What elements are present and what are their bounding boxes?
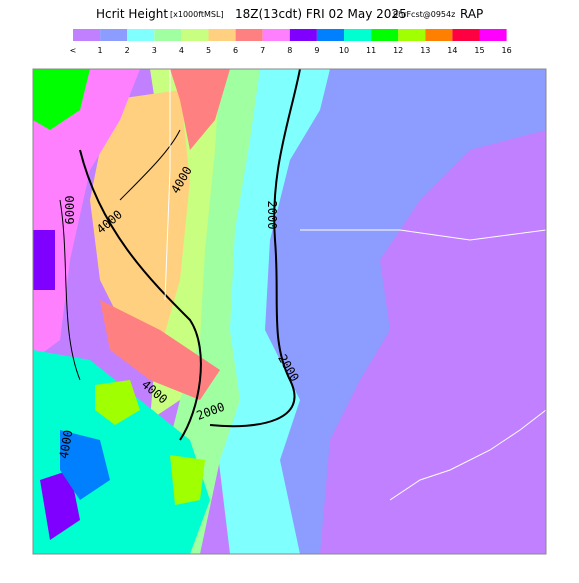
legend-label: 14 [447,46,457,55]
contour-label: 4000 [57,429,76,460]
title-units: [x1000ftMSL] [170,10,224,19]
state-border [164,69,546,301]
legend-label: 11 [366,46,376,55]
legend-swatch [479,29,507,41]
coastline [389,409,546,501]
legend-swatch [73,29,101,41]
legend-label: 13 [420,46,430,55]
legend-label: 16 [502,46,512,55]
legend-label: 5 [206,46,211,55]
field-region [95,380,205,505]
field-region [60,430,110,500]
map-frame [32,68,547,555]
contour-label: 6000 [63,196,77,225]
legend: <1 2 3 4 5 6 7 8 9 10 11 12 13 14 15 16 [70,29,512,55]
field-region [90,90,190,350]
title-model: RAP [460,7,483,21]
title-fcst: 9hrFcst@0954z [393,10,455,19]
legend-swatch [425,29,453,41]
legend-label: 7 [260,46,265,55]
legend-label: 1 [98,46,103,55]
legend-label: < [70,46,77,55]
field-region [240,69,546,554]
legend-swatch [398,29,426,41]
legend-swatch [100,29,128,41]
contour-label: 2000 [265,201,279,230]
legend-swatch [452,29,480,41]
field-region [33,350,210,554]
contour-line [79,149,202,441]
legend-swatch [316,29,344,41]
contour-line [209,69,301,428]
legend-swatch [181,29,209,41]
legend-label: 8 [287,46,292,55]
field-region [100,69,230,400]
legend-label: 4 [179,46,184,55]
title-time: 18Z(13cdt) FRI 02 May 2025 [235,7,407,21]
contour-line [59,129,181,381]
legend-swatch [235,29,263,41]
legend-swatch [289,29,317,41]
legend-label: 6 [233,46,238,55]
legend-label: 9 [314,46,319,55]
legend-label: 12 [393,46,403,55]
legend-label: 2 [125,46,130,55]
legend-swatch [262,29,290,41]
legend-label: 3 [152,46,157,55]
field-region [33,230,80,540]
field-region [33,69,140,360]
field-region [215,69,330,554]
title-main: Hcrit Height [96,7,168,21]
legend-swatch [371,29,399,41]
legend-swatch [154,29,182,41]
legend-swatch [208,29,236,41]
legend-swatch [127,29,155,41]
field-region [33,69,90,130]
legend-swatch [344,29,372,41]
legend-label: 15 [474,46,484,55]
legend-label: 10 [339,46,349,55]
